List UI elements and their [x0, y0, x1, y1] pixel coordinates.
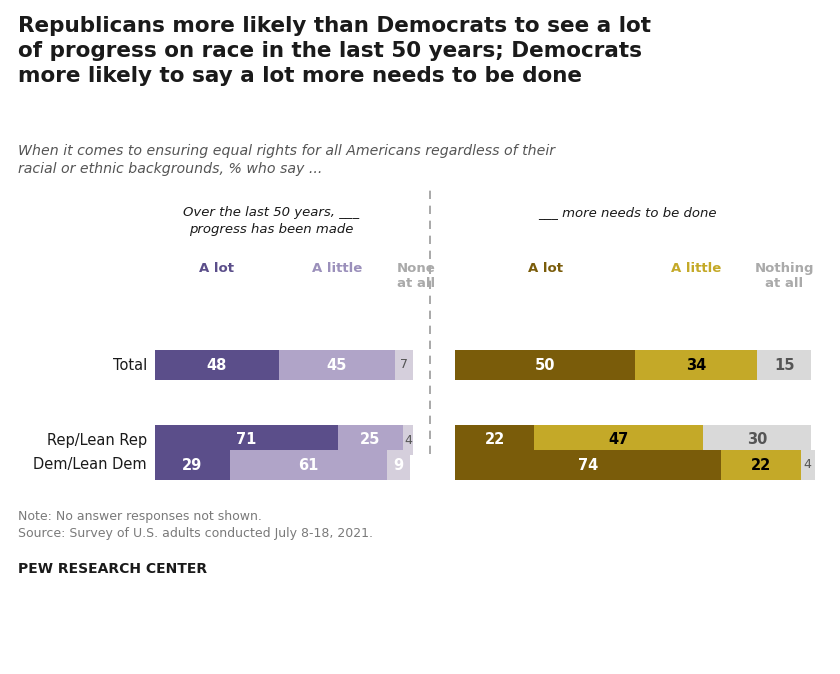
Text: 74: 74: [578, 458, 598, 472]
Bar: [455, 450, 722, 480]
Text: 25: 25: [360, 433, 381, 448]
Text: 9: 9: [394, 458, 404, 472]
Bar: [155, 450, 230, 480]
Text: 45: 45: [327, 357, 347, 373]
Text: 48: 48: [207, 357, 227, 373]
Bar: [722, 450, 801, 480]
Bar: [635, 350, 758, 380]
Text: 29: 29: [182, 458, 202, 472]
Text: A little: A little: [671, 262, 722, 275]
Text: 22: 22: [485, 433, 505, 448]
Bar: [387, 450, 411, 480]
Bar: [339, 425, 402, 455]
Bar: [230, 450, 387, 480]
Text: None
at all: None at all: [396, 262, 435, 290]
Text: Total: Total: [113, 357, 147, 373]
Bar: [279, 350, 395, 380]
Text: PEW RESEARCH CENTER: PEW RESEARCH CENTER: [18, 562, 207, 576]
Text: 50: 50: [535, 357, 555, 373]
Text: Dem/Lean Dem: Dem/Lean Dem: [34, 458, 147, 472]
Text: Republicans more likely than Democrats to see a lot
of progress on race in the l: Republicans more likely than Democrats t…: [18, 16, 651, 86]
Text: Over the last 50 years, ___
progress has been made: Over the last 50 years, ___ progress has…: [183, 206, 360, 236]
Text: ___ more needs to be done: ___ more needs to be done: [538, 206, 717, 219]
Bar: [155, 350, 279, 380]
Text: 34: 34: [686, 357, 706, 373]
Text: 47: 47: [609, 433, 629, 448]
Bar: [155, 425, 339, 455]
Text: Nothing
at all: Nothing at all: [754, 262, 814, 290]
Bar: [703, 425, 811, 455]
Text: A lot: A lot: [199, 262, 234, 275]
Text: 4: 4: [804, 458, 811, 472]
Text: Rep/Lean Rep: Rep/Lean Rep: [47, 433, 147, 448]
Text: 22: 22: [751, 458, 771, 472]
Text: 30: 30: [748, 433, 768, 448]
Text: 7: 7: [400, 359, 408, 371]
Text: Source: Survey of U.S. adults conducted July 8-18, 2021.: Source: Survey of U.S. adults conducted …: [18, 527, 373, 540]
Bar: [455, 425, 534, 455]
Text: A lot: A lot: [528, 262, 563, 275]
Bar: [402, 425, 413, 455]
Text: 15: 15: [774, 357, 795, 373]
Bar: [801, 450, 815, 480]
Bar: [395, 350, 413, 380]
Text: 4: 4: [404, 433, 412, 446]
Text: A little: A little: [312, 262, 362, 275]
Bar: [455, 350, 635, 380]
Bar: [758, 350, 811, 380]
Text: 71: 71: [236, 433, 257, 448]
Text: 61: 61: [298, 458, 318, 472]
Text: When it comes to ensuring equal rights for all Americans regardless of their
rac: When it comes to ensuring equal rights f…: [18, 144, 555, 177]
Text: Note: No answer responses not shown.: Note: No answer responses not shown.: [18, 510, 262, 523]
Bar: [534, 425, 703, 455]
